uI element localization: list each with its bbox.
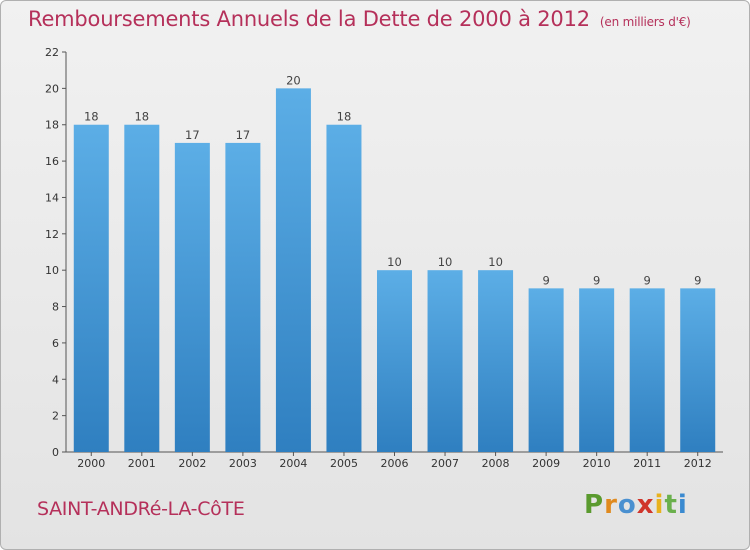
bar-2010[interactable] [579, 288, 615, 452]
bar-2005[interactable] [326, 124, 362, 453]
logo-letter: x [636, 490, 655, 520]
y-tick-label: 8 [52, 301, 59, 314]
logo-letter: P [584, 490, 605, 520]
y-tick-label: 0 [52, 446, 59, 459]
bar-2006[interactable] [377, 270, 412, 452]
logo-letter: o [617, 490, 637, 520]
x-tick-label: 2004 [279, 457, 307, 470]
value-label: 9 [644, 273, 651, 287]
x-tick-label: 2010 [583, 457, 611, 470]
x-tick-label: 2009 [532, 457, 560, 470]
value-label: 18 [84, 110, 99, 124]
value-label: 17 [185, 128, 200, 142]
value-label: 10 [488, 255, 503, 269]
title-text: Remboursements Annuels de la Dette de 20… [28, 7, 590, 31]
y-tick-label: 16 [45, 155, 59, 168]
x-tick-label: 2002 [178, 457, 206, 470]
x-tick-label: 2003 [229, 457, 257, 470]
bar-2002[interactable] [174, 142, 210, 452]
proxiti-logo[interactable]: Proxiti [584, 490, 688, 520]
bar-2007[interactable] [427, 270, 463, 452]
value-label: 9 [593, 273, 600, 287]
logo-letter: r [604, 490, 618, 520]
x-tick-label: 2007 [431, 457, 459, 470]
value-label: 9 [542, 273, 549, 287]
x-tick-label: 2000 [77, 457, 105, 470]
value-label: 18 [134, 110, 149, 124]
y-tick-label: 12 [45, 228, 59, 241]
bar-2009[interactable] [528, 288, 564, 452]
commune-name: SAINT-ANDRé-LA-CôTE [37, 498, 245, 520]
bar-2000[interactable] [73, 124, 109, 453]
x-tick-label: 2011 [633, 457, 661, 470]
x-tick-label: 2008 [482, 457, 510, 470]
bar-2008[interactable] [478, 270, 514, 452]
x-tick-label: 2012 [684, 457, 712, 470]
logo-letter: i [654, 490, 665, 520]
y-tick-label: 14 [45, 191, 59, 204]
x-tick-label: 2001 [128, 457, 156, 470]
logo-letter: t [664, 490, 678, 520]
chart-title: Remboursements Annuels de la Dette de 20… [28, 7, 691, 31]
value-label: 20 [286, 73, 301, 87]
value-label: 9 [694, 273, 701, 287]
y-tick-label: 20 [45, 82, 59, 95]
y-tick-label: 4 [52, 373, 59, 386]
value-label: 17 [236, 128, 251, 142]
value-label: 10 [438, 255, 453, 269]
y-tick-label: 18 [45, 119, 59, 132]
x-tick-label: 2006 [381, 457, 409, 470]
y-tick-label: 6 [52, 337, 59, 350]
bar-2003[interactable] [225, 142, 261, 452]
bar-2004[interactable] [275, 88, 311, 452]
x-tick-label: 2005 [330, 457, 358, 470]
y-tick-label: 22 [45, 46, 59, 59]
bar-2012[interactable] [680, 288, 716, 452]
value-label: 10 [387, 255, 402, 269]
value-label: 18 [337, 110, 352, 124]
unit-label: (en milliers d'€) [599, 15, 691, 29]
y-tick-label: 2 [52, 410, 59, 423]
bar-2001[interactable] [124, 124, 160, 453]
y-tick-label: 10 [45, 264, 59, 277]
logo-letter: i [677, 490, 688, 520]
bar-2011[interactable] [629, 288, 665, 452]
